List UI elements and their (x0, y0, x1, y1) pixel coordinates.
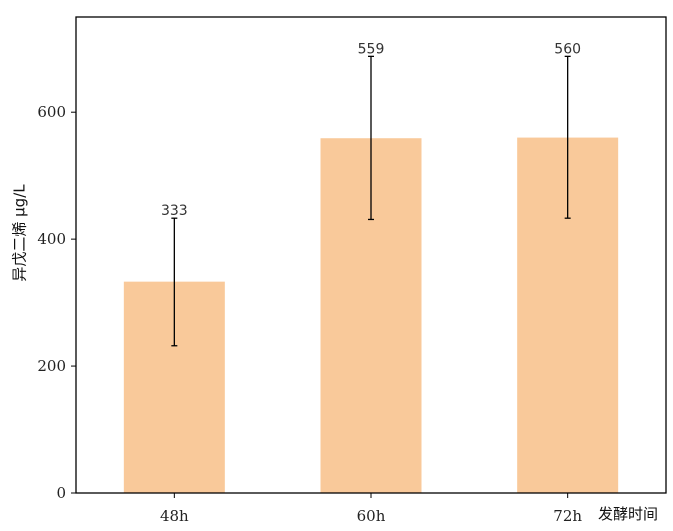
y-tick-label-0: 0 (56, 484, 66, 502)
y-tick-label-400: 400 (37, 230, 66, 248)
plot-frame (75, 16, 667, 494)
x-tick-label-60h: 60h (357, 507, 386, 525)
data-label-48h: 333 (161, 203, 188, 219)
y-tick-label-600: 600 (37, 103, 66, 121)
x-tick-label-48h: 48h (160, 507, 189, 525)
y-tick-label-200: 200 (37, 357, 66, 375)
x-tick-label-72h: 72h (553, 507, 582, 525)
x-axis-title: 发酵时间 (598, 505, 658, 523)
data-label-60h: 559 (358, 41, 385, 57)
data-label-72h: 560 (554, 41, 581, 57)
y-axis-title: 异戊二烯 μg/L (11, 184, 29, 282)
